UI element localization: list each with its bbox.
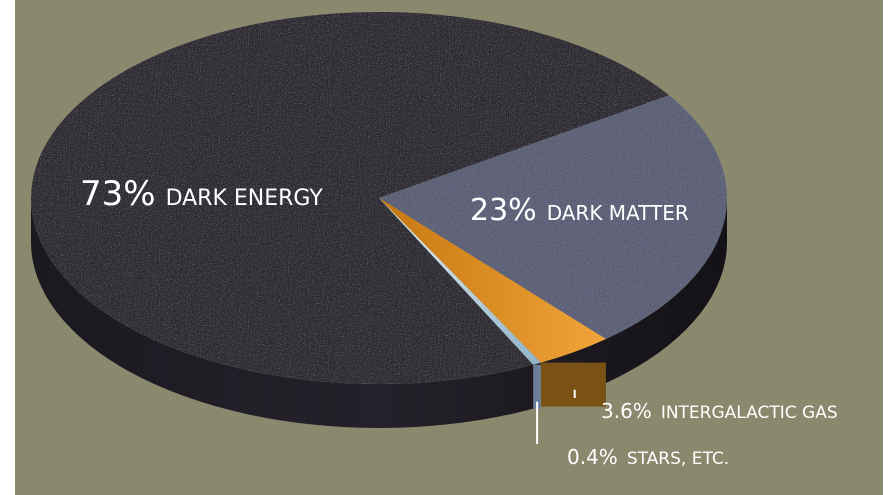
stars-wedge-face	[533, 364, 542, 409]
gas-wedge-face	[540, 362, 606, 407]
slice-dark-matter	[379, 95, 728, 339]
slice-stars	[379, 198, 541, 365]
label-gas-name: INTERGALACTIC GAS	[661, 403, 838, 423]
label-dark-matter-pct: 23%	[470, 193, 537, 228]
label-dark-matter-name: DARK MATTER	[547, 201, 689, 225]
slice-intergalactic-gas	[379, 198, 606, 363]
label-stars-name: STARS, ETC.	[627, 449, 729, 469]
label-intergalactic-gas: 3.6% INTERGALACTIC GAS	[601, 399, 838, 423]
pie-chart: 73% DARK ENERGY 23% DARK MATTER 3.6% INT…	[31, 11, 838, 469]
label-stars-pct: 0.4%	[567, 445, 618, 469]
label-dark-energy-pct: 73%	[80, 174, 156, 214]
label-dark-energy-name: DARK ENERGY	[166, 186, 324, 211]
pie-slices	[31, 11, 728, 384]
chart-area: 73% DARK ENERGY 23% DARK MATTER 3.6% INT…	[15, 0, 883, 495]
label-gas-pct: 3.6%	[601, 399, 652, 423]
slice-dark-energy	[31, 11, 670, 384]
label-dark-matter: 23% DARK MATTER	[470, 193, 689, 228]
label-stars: 0.4% STARS, ETC.	[567, 445, 729, 469]
label-dark-energy: 73% DARK ENERGY	[80, 174, 323, 214]
